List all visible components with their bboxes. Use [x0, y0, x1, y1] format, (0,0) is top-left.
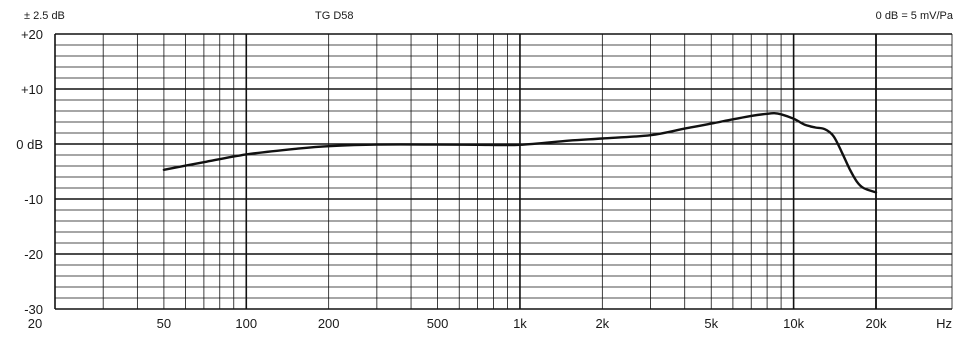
- x-tick-label: 20: [28, 316, 42, 331]
- y-tick-label: -30: [24, 302, 43, 317]
- x-tick-label: 20k: [866, 316, 887, 331]
- y-tick-label: +20: [21, 27, 43, 42]
- x-tick-label: 50: [157, 316, 171, 331]
- y-axis-tick-labels: +20 +10 0 dB -10 -20 -30: [16, 27, 43, 317]
- y-tick-label: -20: [24, 247, 43, 262]
- header-reference-label: 0 dB = 5 mV/Pa: [876, 10, 954, 22]
- x-axis-unit-label: Hz: [936, 316, 952, 331]
- x-tick-label: 1k: [513, 316, 527, 331]
- y-tick-label: +10: [21, 82, 43, 97]
- y-tick-label: -10: [24, 192, 43, 207]
- x-tick-label: 5k: [704, 316, 718, 331]
- x-tick-label: 100: [235, 316, 257, 331]
- x-tick-label: 2k: [595, 316, 609, 331]
- header-tolerance-label: ± 2.5 dB: [24, 10, 65, 22]
- grid: [55, 34, 952, 309]
- x-tick-label: 500: [427, 316, 449, 331]
- header-model-title: TG D58: [315, 10, 354, 22]
- x-axis-tick-labels: 20 50 100 200 500 1k 2k 5k 10k 20k Hz: [28, 316, 952, 331]
- y-tick-label: 0 dB: [16, 137, 43, 152]
- x-tick-label: 200: [318, 316, 340, 331]
- x-tick-label: 10k: [783, 316, 804, 331]
